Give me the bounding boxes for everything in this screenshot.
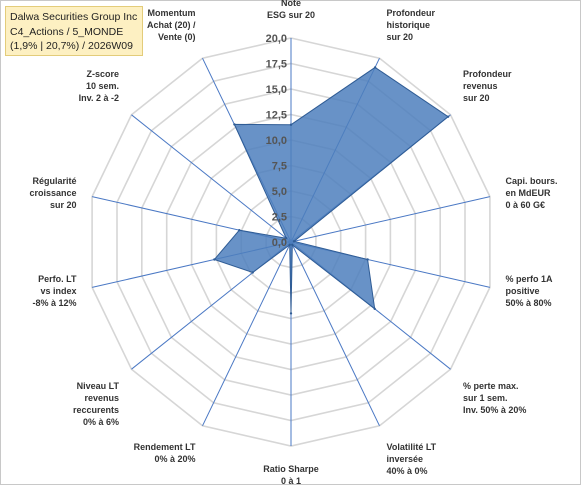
axis-label-line: Régularité bbox=[32, 176, 76, 186]
tick-label: 15,0 bbox=[266, 84, 287, 96]
title-line-2: C4_Actions / 5_MONDE bbox=[10, 25, 124, 38]
data-point bbox=[289, 312, 293, 315]
axis-label-line: Achat (20) / bbox=[147, 20, 196, 30]
axis-label: Niveau LT revenus reccurents 0% à 6% bbox=[73, 381, 120, 427]
axis-label-line: Profondeur bbox=[463, 69, 512, 79]
axis-label: Volatilité LT inversée 40% à 0% bbox=[387, 442, 437, 476]
axis-label-line: -8% à 12% bbox=[32, 298, 76, 308]
tick-label: 5,0 bbox=[272, 186, 287, 198]
data-point bbox=[373, 66, 377, 69]
axis-label: Perfo. LT vs index -8% à 12% bbox=[32, 274, 77, 308]
axis-label-line: positive bbox=[506, 286, 540, 296]
axis-label-line: en MdEUR bbox=[506, 188, 552, 198]
data-point bbox=[233, 123, 236, 126]
axis-label-line: Capi. bours. bbox=[506, 176, 558, 186]
axis-label-line: sur 20 bbox=[463, 93, 490, 103]
axis-spoke bbox=[131, 114, 292, 243]
axis-label-line: Vente (0) bbox=[158, 32, 196, 42]
axis-label-line: Volatilité LT bbox=[387, 442, 437, 452]
axis-label-line: 0% à 6% bbox=[83, 417, 119, 427]
axis-label: Capi. bours. en MdEUR 0 à 60 G€ bbox=[506, 176, 558, 210]
axis-label-line: % perte max. bbox=[463, 381, 519, 391]
axis-label: Z-score 10 sem. Inv. 2 à -2 bbox=[79, 69, 119, 103]
axis-spoke bbox=[202, 241, 292, 427]
axis-label-line: vs index bbox=[40, 286, 76, 296]
axis-label-line: Perfo. LT bbox=[38, 274, 77, 284]
axis-label-line: 0 à 1 bbox=[281, 476, 301, 486]
axis-label-line: 0% à 20% bbox=[154, 454, 195, 464]
axis-label-line: Profondeur bbox=[387, 8, 436, 18]
tick-label: 7,5 bbox=[272, 161, 287, 173]
axis-label-line: % perfo 1A bbox=[506, 274, 554, 284]
axis-label-line: revenus bbox=[84, 393, 119, 403]
title-line-3: (1,9% | 20,7%) / 2026W09 bbox=[10, 40, 133, 52]
axis-label-line: 0 à 60 G€ bbox=[506, 200, 546, 210]
axis-label: % perte max. sur 1 sem. Inv. 50% à 20% bbox=[463, 381, 526, 415]
tick-label: 0,0 bbox=[272, 237, 287, 249]
data-point bbox=[251, 271, 254, 274]
axis-label-line: Inv. 2 à -2 bbox=[79, 93, 119, 103]
axis-label-line: Inv. 50% à 20% bbox=[463, 405, 526, 415]
axis-spoke bbox=[290, 196, 491, 243]
axis-label-line: Z-score bbox=[86, 69, 119, 79]
tick-label: 2,5 bbox=[272, 212, 287, 224]
data-point bbox=[285, 237, 288, 240]
tick-label: 12,5 bbox=[266, 110, 287, 122]
axis-label-line: sur 20 bbox=[50, 200, 77, 210]
axis-label-line: sur 20 bbox=[387, 32, 414, 42]
data-point bbox=[366, 258, 369, 261]
data-point bbox=[373, 307, 376, 310]
axis-label: Profondeur revenus sur 20 bbox=[463, 69, 512, 103]
axis-label-line: 10 sem. bbox=[86, 81, 119, 91]
axis-label: Momentum Achat (20) / Vente (0) bbox=[147, 8, 196, 42]
tick-label: 20,0 bbox=[266, 33, 287, 45]
data-point bbox=[292, 240, 296, 243]
data-point bbox=[291, 243, 294, 246]
axis-label: Ratio Sharpe 0 à 1 bbox=[263, 464, 319, 486]
axis-label: Note ESG sur 20 bbox=[267, 0, 315, 20]
chart-title-box: Dalwa Securities Group Inc C4_Actions / … bbox=[5, 6, 143, 56]
axis-label-line: inversée bbox=[387, 454, 424, 464]
axis-label-line: 50% à 80% bbox=[506, 298, 552, 308]
axis-label-line: Rendement LT bbox=[134, 442, 196, 452]
axis-label-line: 40% à 0% bbox=[387, 466, 428, 476]
axis-label-line: croissance bbox=[29, 188, 76, 198]
data-point bbox=[446, 115, 450, 118]
axis-label: % perfo 1A positive 50% à 80% bbox=[506, 274, 554, 308]
data-point bbox=[289, 123, 293, 126]
axis-label-line: sur 1 sem. bbox=[463, 393, 508, 403]
axis-label: Profondeur historique sur 20 bbox=[387, 8, 436, 42]
data-point bbox=[213, 258, 216, 261]
axis-spoke bbox=[290, 241, 380, 427]
title-line-1: Dalwa Securities Group Inc bbox=[10, 11, 138, 23]
axis-label-line: historique bbox=[387, 20, 431, 30]
data-point bbox=[238, 229, 241, 232]
axis-label-line: Niveau LT bbox=[77, 381, 120, 391]
tick-label: 10,0 bbox=[266, 135, 287, 147]
axis-label: Rendement LT 0% à 20% bbox=[134, 442, 196, 464]
axis-label: Régularité croissance sur 20 bbox=[29, 176, 76, 210]
axis-label-line: reccurents bbox=[73, 405, 119, 415]
axis-label-line: Note bbox=[281, 0, 301, 8]
axis-label-line: Momentum bbox=[148, 8, 196, 18]
axis-label-line: revenus bbox=[463, 81, 498, 91]
data-point bbox=[288, 243, 291, 246]
axis-label-line: Ratio Sharpe bbox=[263, 464, 319, 474]
axis-label-line: ESG sur 20 bbox=[267, 10, 315, 20]
tick-label: 17,5 bbox=[266, 59, 287, 71]
